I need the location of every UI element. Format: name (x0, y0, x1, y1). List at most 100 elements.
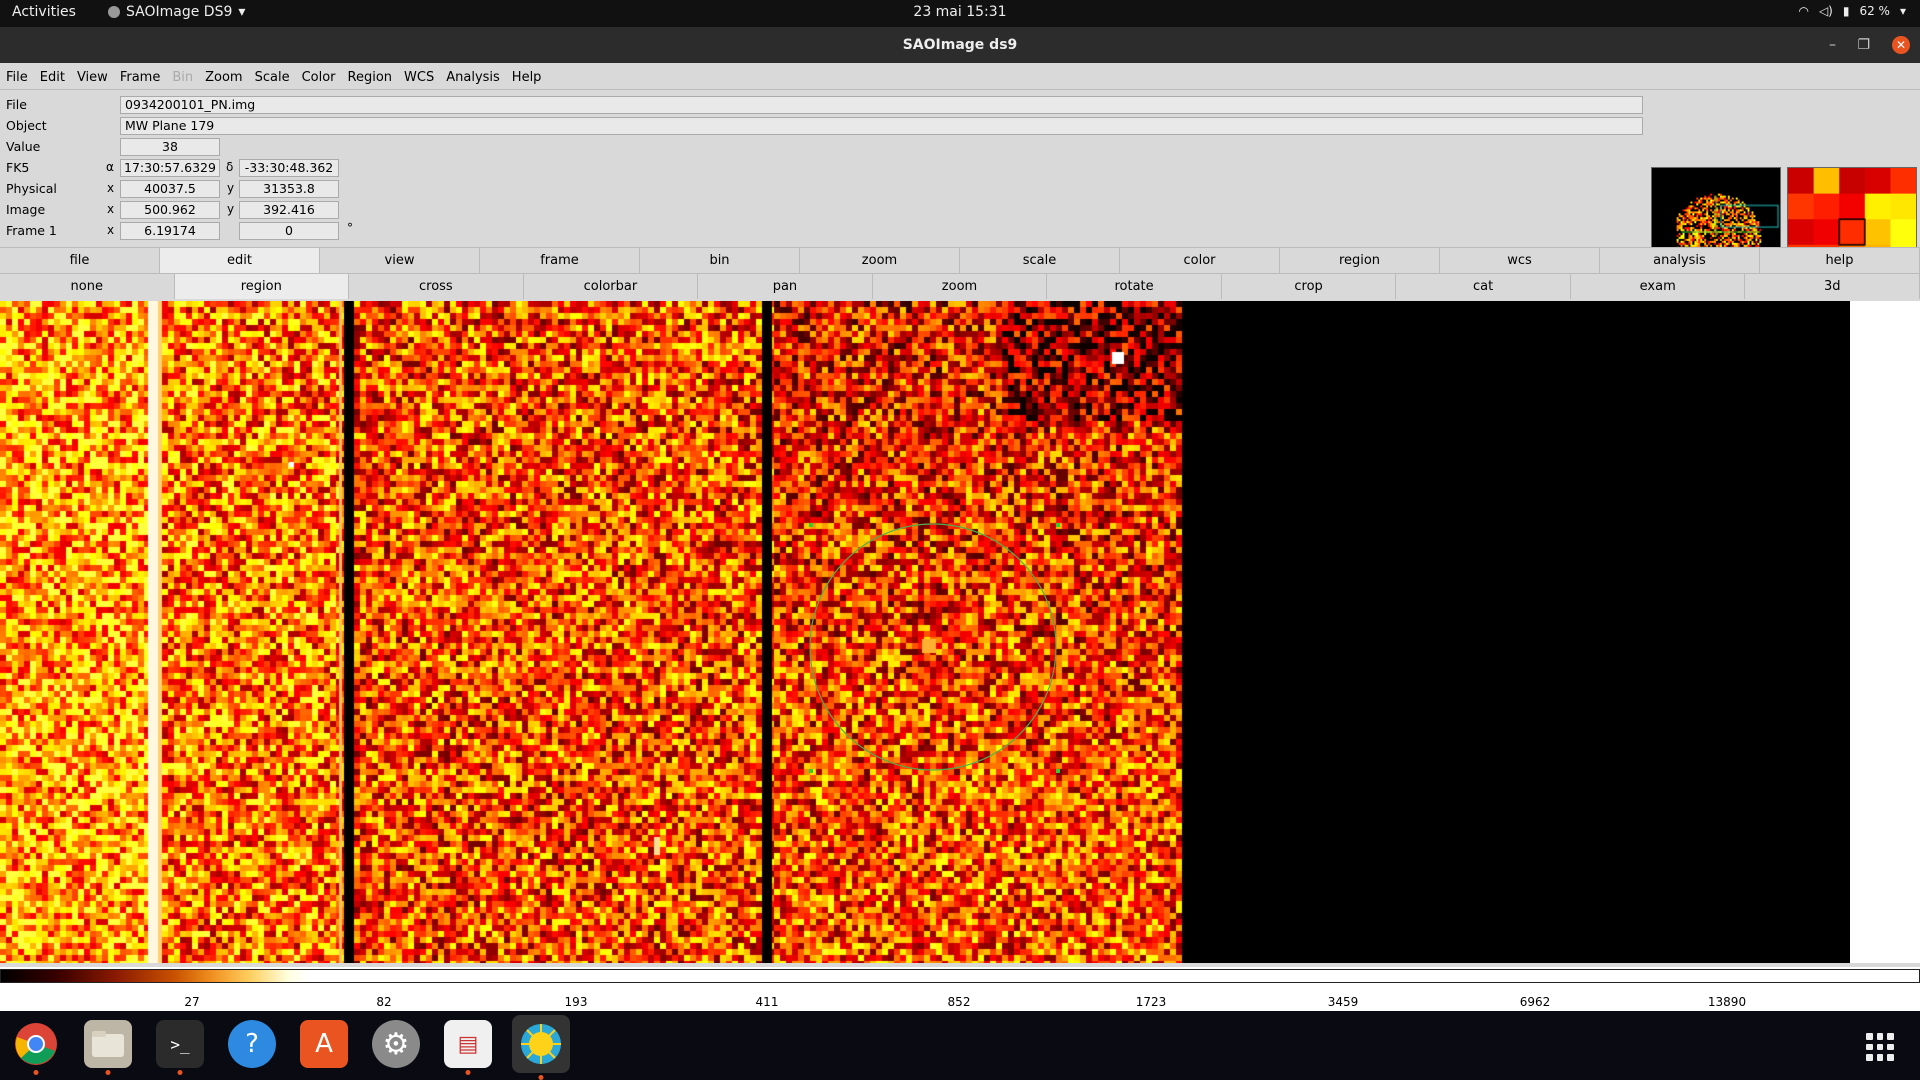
object-value: MW Plane 179 (120, 117, 1643, 135)
colorbar-tick: 6962 (1519, 995, 1551, 1009)
btn-edit-pan[interactable]: pan (698, 274, 873, 299)
chrome-icon[interactable] (12, 1020, 60, 1075)
colorbar-tick: 411 (755, 995, 779, 1009)
document-viewer-icon[interactable]: ▤ (444, 1020, 492, 1075)
menu-edit[interactable]: Edit (39, 70, 65, 85)
fk5-dec-value: -33:30:48.362 (239, 159, 339, 177)
menu-view[interactable]: View (76, 70, 108, 85)
app-menu[interactable]: SAOImage DS9 ▾ (108, 4, 245, 20)
btn-edit-none[interactable]: none (0, 274, 175, 299)
btn-edit[interactable]: edit (160, 248, 320, 273)
btn-scale[interactable]: scale (960, 248, 1120, 273)
region-handle[interactable] (1056, 769, 1060, 773)
btn-analysis[interactable]: analysis (1600, 248, 1760, 273)
btn-edit-exam[interactable]: exam (1570, 274, 1746, 299)
menu-help[interactable]: Help (511, 70, 542, 85)
btn-view[interactable]: view (320, 248, 480, 273)
value-label: Value (6, 139, 41, 154)
btn-edit-colorbar[interactable]: colorbar (523, 274, 699, 299)
colorbar[interactable] (0, 967, 1920, 987)
activities-button[interactable]: Activities (12, 4, 76, 20)
physical-x-value: 40037.5 (120, 180, 220, 198)
help-icon[interactable]: ? (228, 1020, 276, 1068)
frame-angle-value: 0 (239, 222, 339, 240)
menu-file[interactable]: File (6, 70, 28, 85)
btn-edit-cross[interactable]: cross (349, 274, 524, 299)
running-indicator (105, 1070, 111, 1075)
btn-file[interactable]: file (0, 248, 160, 273)
menu-scale[interactable]: Scale (254, 70, 290, 85)
btn-edit-crop[interactable]: crop (1221, 274, 1397, 299)
menu-zoom[interactable]: Zoom (205, 70, 243, 85)
btn-color[interactable]: color (1120, 248, 1280, 273)
physical-label: Physical (6, 181, 57, 196)
chevron-down-icon: ▾ (238, 4, 246, 20)
colorbar-tick: 27 (184, 995, 200, 1009)
menu-color[interactable]: Color (301, 70, 336, 85)
wifi-icon: ◠ (1798, 4, 1809, 18)
volume-icon: ◁) (1818, 4, 1833, 18)
settings-icon[interactable]: ⚙ (372, 1020, 420, 1068)
btn-edit-cat[interactable]: cat (1396, 274, 1571, 299)
image-x-label: x (107, 202, 115, 216)
colorbar-tick: 852 (947, 995, 971, 1009)
fk5-ra-value: 17:30:57.6329 (120, 159, 220, 177)
btn-zoom[interactable]: zoom (800, 248, 960, 273)
image-y-label: y (227, 202, 235, 216)
ds9-app-icon (108, 6, 120, 18)
menu-bin[interactable]: Bin (172, 70, 194, 85)
close-button[interactable]: ✕ (1892, 36, 1910, 54)
menu-wcs[interactable]: WCS (404, 70, 435, 85)
btn-edit-zoom[interactable]: zoom (872, 274, 1048, 299)
app-menu-label: SAOImage DS9 (126, 4, 233, 20)
running-indicator (538, 1075, 544, 1080)
region-handle[interactable] (1056, 523, 1060, 527)
image-frame[interactable] (0, 301, 1850, 963)
running-indicator (177, 1070, 183, 1075)
physical-y-label: y (227, 181, 235, 195)
chevron-down-icon: ▾ (1899, 4, 1906, 18)
region-overlay[interactable] (0, 301, 1850, 963)
circle-region[interactable] (809, 523, 1057, 771)
menubar: File Edit View Frame Bin Zoom Scale Colo… (0, 63, 1920, 90)
frame-zoom-value: 6.19174 (120, 222, 220, 240)
colorbar-ticks: 27 82 193 411 852 1723 3459 6962 13890 (0, 987, 1920, 1011)
image-canvas[interactable] (0, 301, 1850, 963)
fk5-label: FK5 (6, 160, 30, 175)
btn-edit-region[interactable]: region (174, 274, 350, 299)
colorbar-tick: 193 (564, 995, 588, 1009)
colorbar-tick: 3459 (1327, 995, 1359, 1009)
object-label: Object (6, 118, 47, 133)
btn-edit-rotate[interactable]: rotate (1047, 274, 1222, 299)
frame-label: Frame 1 (6, 223, 57, 238)
menu-analysis[interactable]: Analysis (446, 70, 500, 85)
btn-edit-3d[interactable]: 3d (1745, 274, 1920, 299)
buttonbar-edit: none region cross colorbar pan zoom rota… (0, 273, 1920, 299)
window-titlebar[interactable]: SAOImage ds9 – ❐ ✕ (0, 27, 1920, 63)
terminal-icon[interactable]: >_ (156, 1020, 204, 1075)
ds9-icon[interactable] (512, 1015, 570, 1080)
file-value: 0934200101_PN.img (120, 96, 1643, 114)
pixel-value: 38 (120, 138, 220, 156)
files-icon[interactable] (84, 1020, 132, 1075)
software-icon[interactable]: A (300, 1020, 348, 1068)
info-panel: File 0934200101_PN.img Object MW Plane 1… (0, 90, 1650, 240)
region-handle[interactable] (809, 523, 813, 527)
btn-frame[interactable]: frame (480, 248, 640, 273)
colorbar-gradient (0, 969, 1920, 983)
clock[interactable]: 23 mai 15:31 (913, 4, 1007, 20)
btn-bin[interactable]: bin (640, 248, 800, 273)
minimize-button[interactable]: – (1829, 37, 1836, 53)
btn-help[interactable]: help (1760, 248, 1920, 273)
maximize-button[interactable]: ❐ (1857, 37, 1870, 53)
btn-region[interactable]: region (1280, 248, 1440, 273)
menu-frame[interactable]: Frame (119, 70, 161, 85)
colorbar-tick: 1723 (1135, 995, 1167, 1009)
region-handle[interactable] (809, 769, 813, 773)
image-x-value: 500.962 (120, 201, 220, 219)
show-applications-icon[interactable] (1866, 1033, 1894, 1061)
running-indicator (33, 1070, 39, 1075)
system-tray[interactable]: ◠ ◁) ▮ 62 % ▾ (1798, 4, 1906, 18)
btn-wcs[interactable]: wcs (1440, 248, 1600, 273)
menu-region[interactable]: Region (347, 70, 393, 85)
